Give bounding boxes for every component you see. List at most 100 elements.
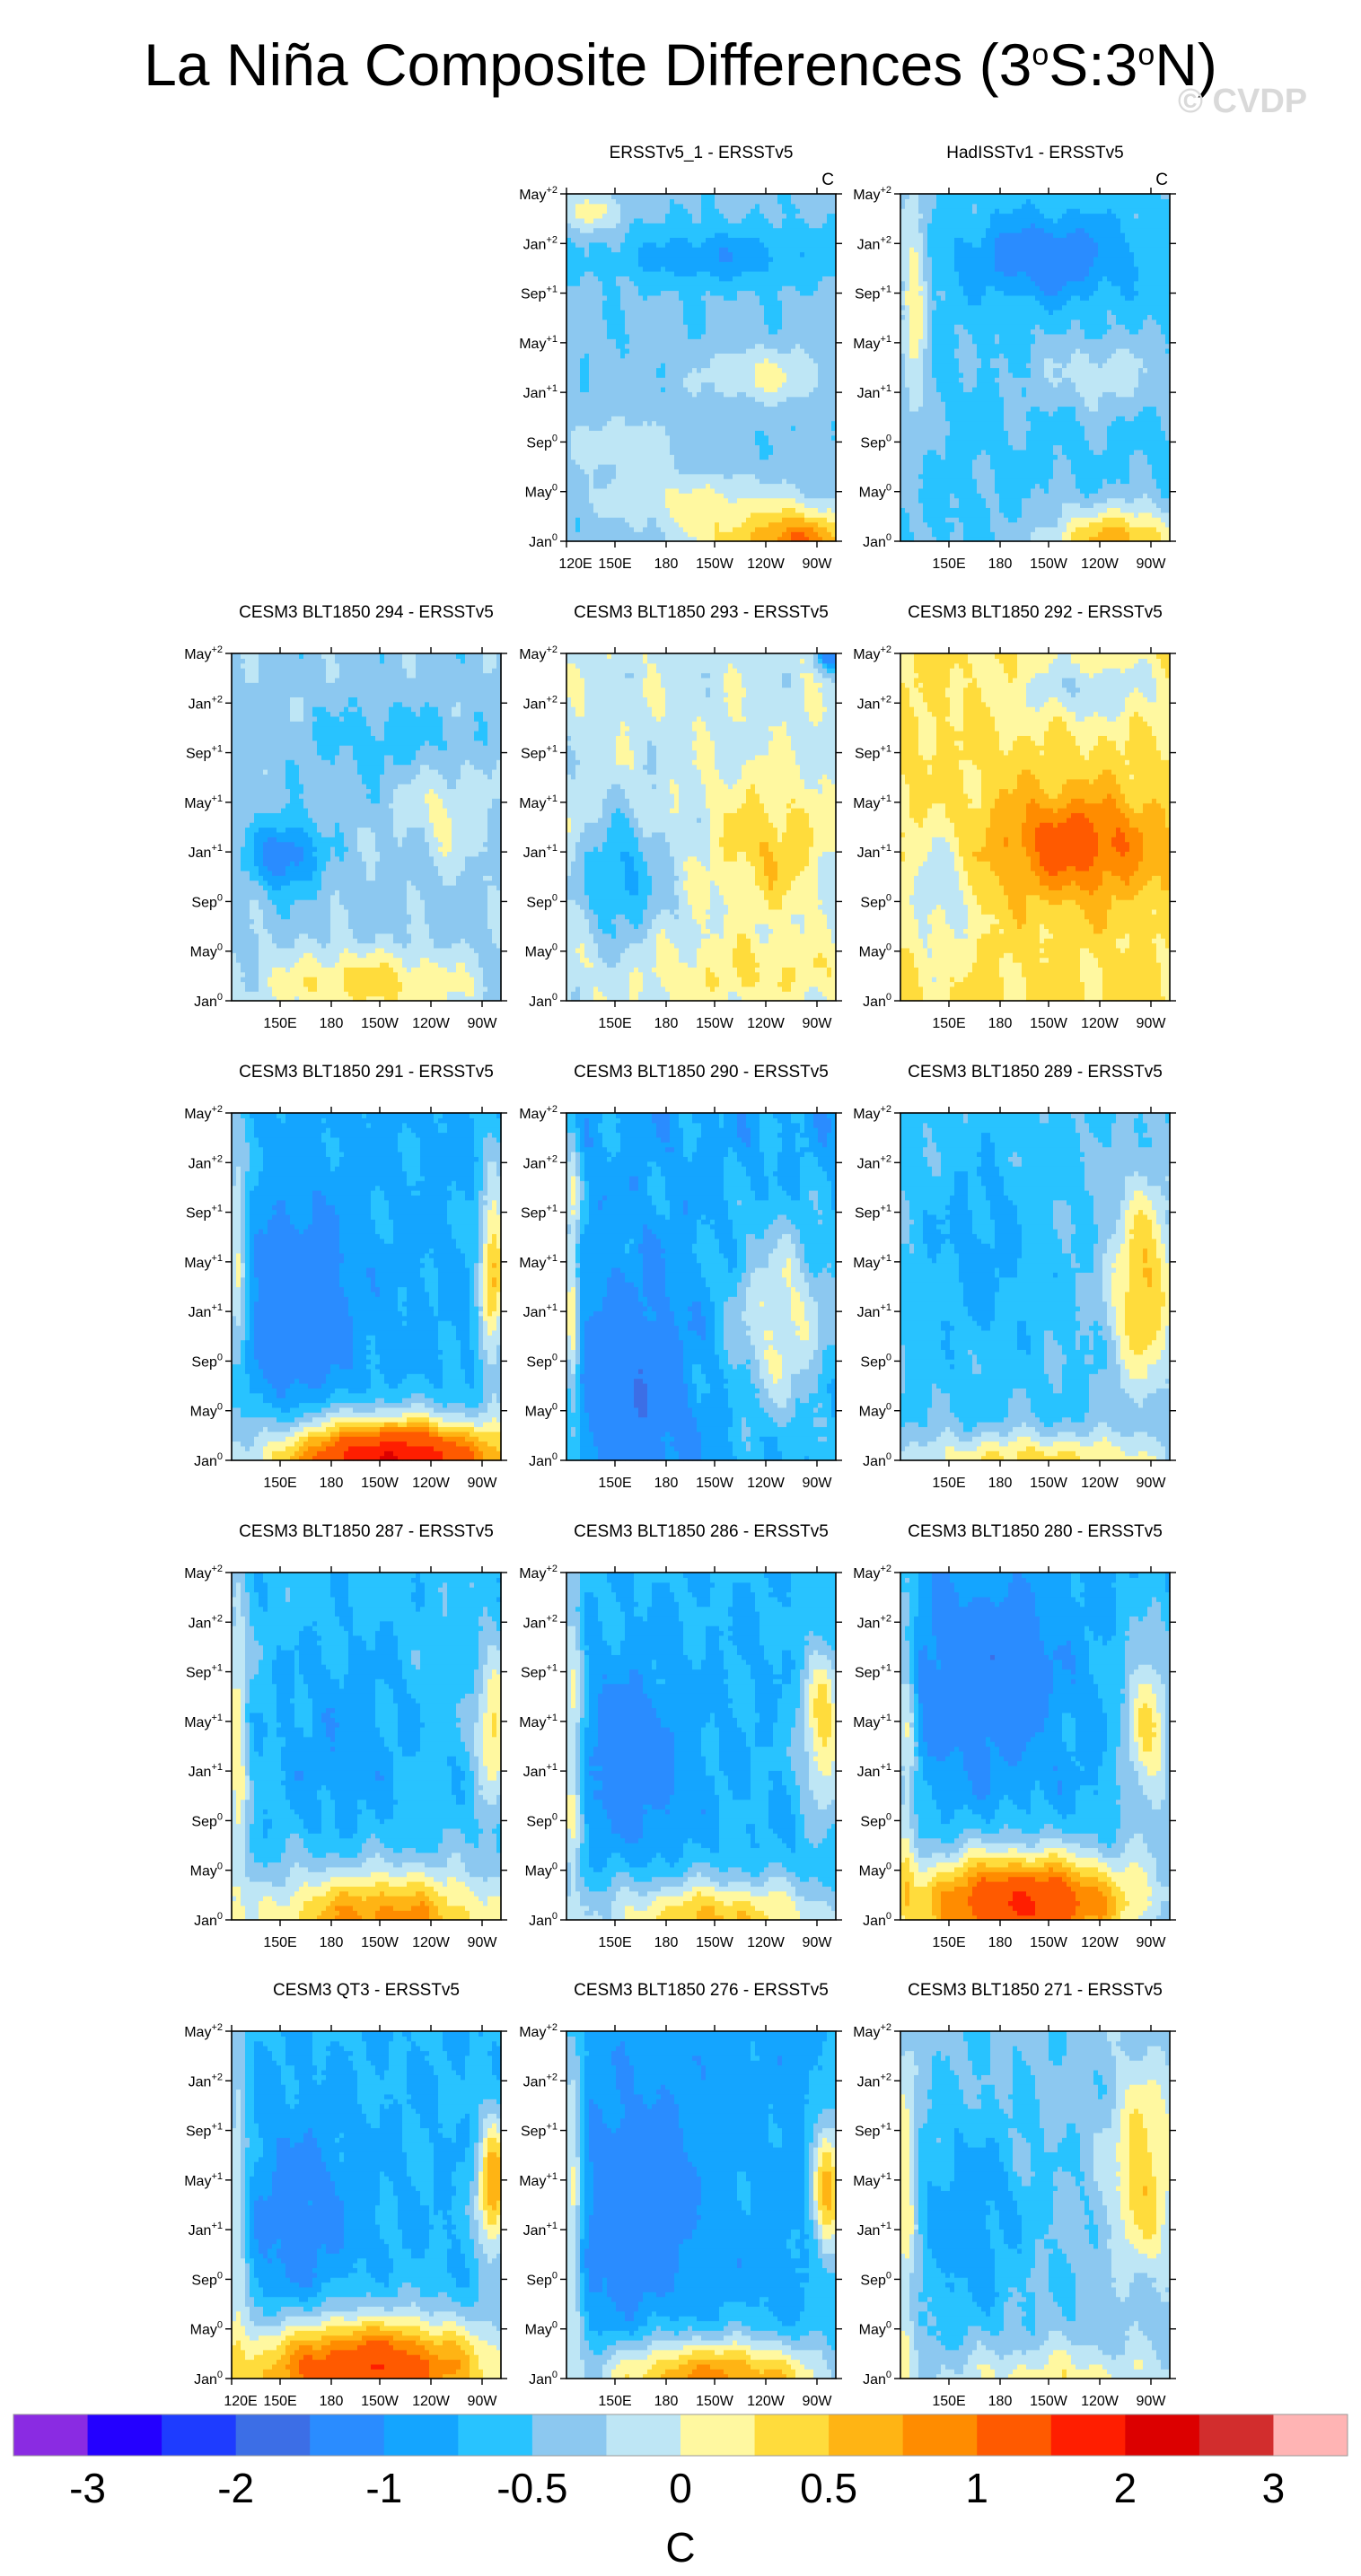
heatmap-cell bbox=[580, 271, 585, 276]
heatmap-cell bbox=[584, 194, 590, 199]
heatmap-cell bbox=[661, 478, 666, 484]
heatmap-cell bbox=[652, 460, 657, 465]
heatmap-cell bbox=[620, 382, 626, 388]
heatmap-cell bbox=[688, 223, 693, 228]
heatmap-cell bbox=[620, 391, 626, 397]
heatmap-cell bbox=[674, 391, 680, 397]
heatmap-cell bbox=[571, 324, 576, 329]
heatmap-cell bbox=[625, 276, 630, 281]
heatmap-cell bbox=[593, 324, 599, 329]
heatmap-cell bbox=[580, 377, 585, 382]
heatmap-cell bbox=[710, 237, 716, 242]
heatmap-cell bbox=[598, 214, 603, 219]
heatmap-cell bbox=[710, 300, 716, 305]
heatmap-cell bbox=[580, 295, 585, 301]
heatmap-cell bbox=[679, 368, 684, 373]
heatmap-cell bbox=[584, 484, 590, 489]
heatmap-cell bbox=[692, 522, 698, 528]
heatmap-cell bbox=[679, 214, 684, 219]
heatmap-cell bbox=[661, 440, 666, 445]
heatmap-cell bbox=[697, 397, 702, 402]
heatmap-cell bbox=[616, 435, 621, 441]
heatmap-cell bbox=[652, 363, 657, 368]
heatmap-cell bbox=[679, 295, 684, 301]
heatmap-cell bbox=[661, 257, 666, 262]
heatmap-cell bbox=[656, 310, 662, 315]
heatmap-cell bbox=[697, 271, 702, 276]
heatmap-cell bbox=[580, 314, 585, 320]
heatmap-cell bbox=[710, 198, 716, 204]
heatmap-cell bbox=[656, 488, 662, 494]
heatmap-cell bbox=[683, 372, 689, 378]
heatmap-cell bbox=[706, 338, 711, 344]
heatmap-cell bbox=[710, 314, 716, 320]
heatmap-cell bbox=[629, 291, 635, 296]
heatmap-cell bbox=[616, 425, 621, 431]
heatmap-cell bbox=[661, 223, 666, 228]
heatmap-cell bbox=[625, 513, 630, 518]
heatmap-cell bbox=[692, 488, 698, 494]
heatmap-cell bbox=[643, 493, 648, 498]
heatmap-cell bbox=[688, 267, 693, 272]
heatmap-cell bbox=[656, 503, 662, 508]
heatmap-cell bbox=[643, 513, 648, 518]
heatmap-cell bbox=[575, 454, 581, 460]
heatmap-cell bbox=[602, 363, 608, 368]
heatmap-cell bbox=[611, 300, 617, 305]
heatmap-cell bbox=[692, 387, 698, 392]
heatmap-cell bbox=[625, 440, 630, 445]
heatmap-cell bbox=[634, 460, 639, 465]
heatmap-cell bbox=[665, 454, 671, 460]
heatmap-cell bbox=[665, 421, 671, 426]
heatmap-cell bbox=[679, 285, 684, 291]
heatmap-cell bbox=[611, 460, 617, 465]
heatmap-cell bbox=[679, 460, 684, 465]
heatmap-cell bbox=[665, 267, 671, 272]
heatmap-cell bbox=[710, 377, 716, 382]
heatmap-cell bbox=[683, 305, 689, 311]
heatmap-cell bbox=[643, 488, 648, 494]
heatmap-cell bbox=[656, 425, 662, 431]
heatmap-cell bbox=[656, 324, 662, 329]
heatmap-cell bbox=[661, 377, 666, 382]
heatmap-cell bbox=[593, 382, 599, 388]
heatmap-cell bbox=[589, 445, 594, 451]
heatmap-cell bbox=[571, 517, 576, 522]
heatmap-cell bbox=[625, 445, 630, 451]
heatmap-cell bbox=[665, 531, 671, 537]
heatmap-cell bbox=[715, 464, 720, 469]
heatmap-cell bbox=[679, 314, 684, 320]
heatmap-cell bbox=[575, 478, 581, 484]
heatmap-cell bbox=[584, 391, 590, 397]
heatmap-cell bbox=[629, 329, 635, 335]
heatmap-cell bbox=[616, 363, 621, 368]
heatmap-cell bbox=[625, 368, 630, 373]
heatmap-cell bbox=[593, 261, 599, 267]
heatmap-cell bbox=[611, 198, 617, 204]
heatmap-cell bbox=[701, 478, 707, 484]
heatmap-cell bbox=[625, 281, 630, 286]
heatmap-cell bbox=[683, 464, 689, 469]
heatmap-cell bbox=[625, 488, 630, 494]
heatmap-cell bbox=[715, 401, 720, 407]
heatmap-cell bbox=[643, 329, 648, 335]
heatmap-cell bbox=[566, 358, 572, 364]
heatmap-cell bbox=[607, 329, 612, 335]
heatmap-cell bbox=[589, 218, 594, 223]
heatmap-cell bbox=[697, 387, 702, 392]
heatmap-cell bbox=[652, 454, 657, 460]
heatmap-cell bbox=[719, 368, 724, 373]
heatmap-cell bbox=[602, 460, 608, 465]
heatmap-cell bbox=[602, 382, 608, 388]
heatmap-cell bbox=[661, 469, 666, 474]
heatmap-cell bbox=[688, 232, 693, 238]
heatmap-cell bbox=[566, 320, 572, 325]
heatmap-cell bbox=[616, 527, 621, 532]
heatmap-cell bbox=[652, 194, 657, 199]
heatmap-cell bbox=[571, 198, 576, 204]
heatmap-cell bbox=[611, 261, 617, 267]
heatmap-cell bbox=[674, 232, 680, 238]
heatmap-cell bbox=[688, 469, 693, 474]
heatmap-cell bbox=[566, 507, 572, 513]
heatmap-cell bbox=[701, 493, 707, 498]
